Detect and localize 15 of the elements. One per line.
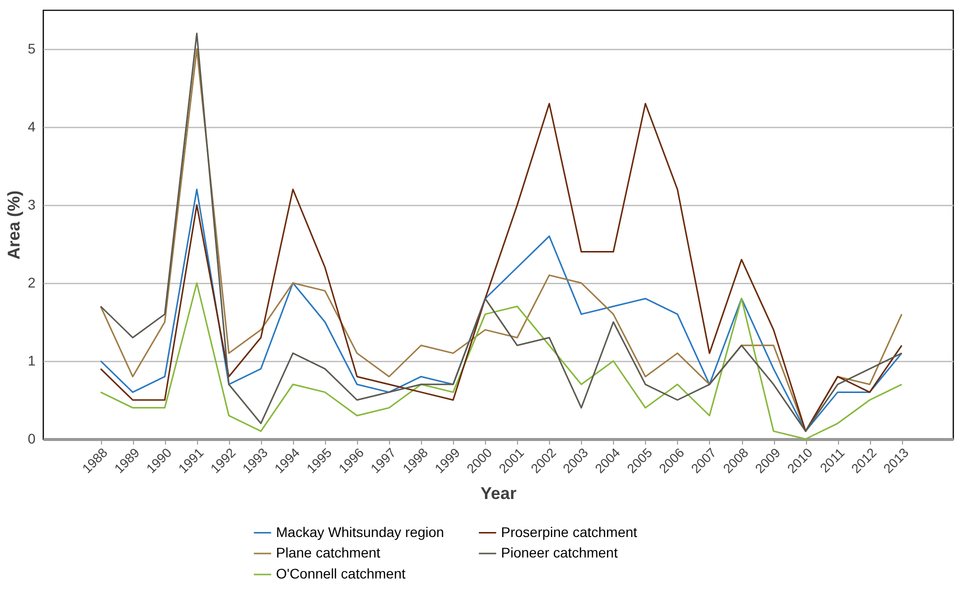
legend-label: Pioneer catchment bbox=[501, 544, 618, 560]
legend-label: Plane catchment bbox=[276, 544, 380, 560]
line-series bbox=[100, 282, 902, 440]
y-tick-label: 4 bbox=[28, 118, 36, 134]
x-axis-title: Year bbox=[480, 484, 517, 504]
legend-label: Mackay Whitsunday region bbox=[276, 524, 444, 540]
legend-label: Proserpine catchment bbox=[501, 524, 638, 540]
legend-label: O'Connell catchment bbox=[276, 566, 406, 582]
y-tick-label: 5 bbox=[28, 40, 36, 56]
y-axis-title: Area (%) bbox=[4, 190, 24, 260]
y-tick-label: 1 bbox=[28, 352, 36, 368]
y-tick-label: 0 bbox=[28, 430, 36, 446]
line-series bbox=[100, 188, 902, 432]
y-tick-label: 2 bbox=[28, 274, 36, 290]
y-tick-label: 3 bbox=[28, 196, 36, 212]
